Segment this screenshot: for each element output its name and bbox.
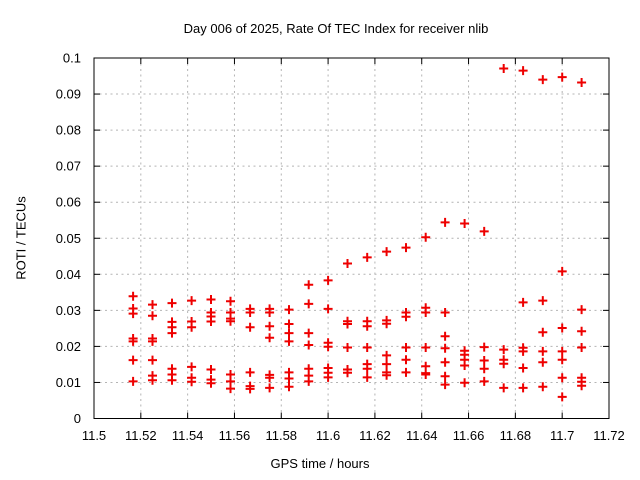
svg-text:0.1: 0.1 [63,51,81,66]
svg-text:11.72: 11.72 [593,428,625,443]
svg-text:11.58: 11.58 [265,428,297,443]
svg-text:0.08: 0.08 [56,123,81,138]
axis-ticks [93,57,610,419]
svg-text:0.06: 0.06 [56,195,81,210]
svg-text:11.62: 11.62 [359,428,391,443]
x-tick-labels: 11.5 11.52 11.54 11.56 11.58 11.6 11.62 11.64 11… [82,428,625,443]
x-axis-label: GPS time / hours [270,456,370,471]
svg-text:0.02: 0.02 [56,339,81,354]
chart-title: Day 006 of 2025, Rate Of TEC Index for r… [183,21,489,36]
svg-text:0.09: 0.09 [56,87,81,102]
svg-text:0.05: 0.05 [56,231,81,246]
data-points [128,64,587,402]
svg-text:0.07: 0.07 [56,159,81,174]
svg-text:0: 0 [74,411,81,426]
plot-border [93,57,610,419]
svg-text:11.64: 11.64 [406,428,438,443]
svg-text:11.68: 11.68 [500,428,532,443]
svg-text:11.6: 11.6 [316,428,340,443]
svg-text:11.52: 11.52 [125,428,157,443]
y-tick-labels: 0 0.01 0.02 0.03 0.04 0.05 0.06 0.07 0.08 0.09 0.1 [56,51,81,427]
svg-text:11.7: 11.7 [550,428,574,443]
svg-text:11.56: 11.56 [219,428,251,443]
svg-text:11.66: 11.66 [453,428,485,443]
svg-text:0.03: 0.03 [56,303,81,318]
y-axis-label: ROTI / TECUs [13,196,29,280]
svg-text:0.01: 0.01 [56,375,81,390]
svg-text:11.5: 11.5 [82,428,106,443]
svg-text:0.04: 0.04 [56,267,81,282]
svg-text:11.54: 11.54 [172,428,204,443]
